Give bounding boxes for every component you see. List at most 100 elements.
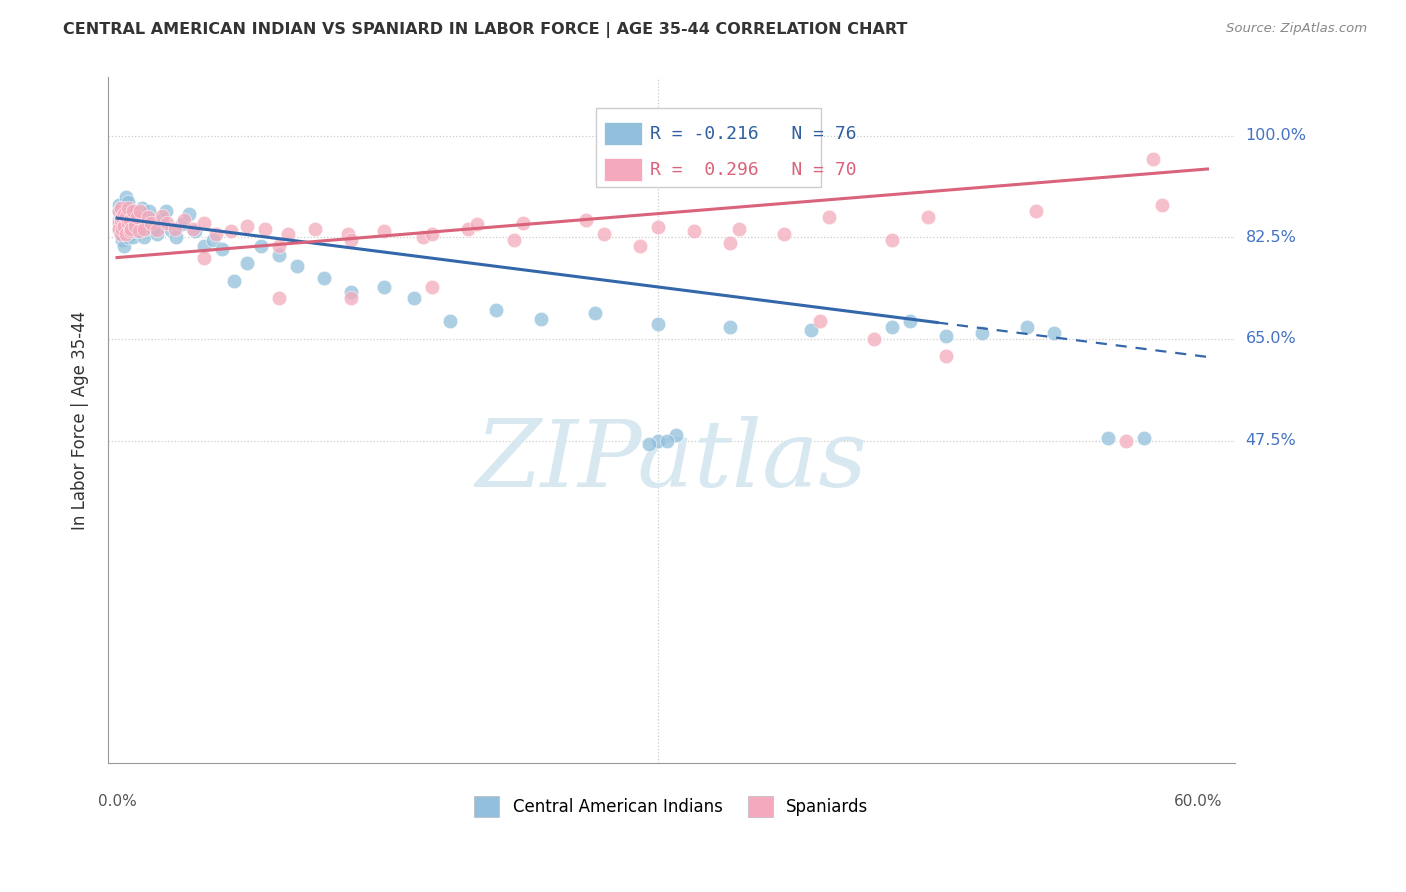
Point — [467, 217, 489, 231]
Point — [269, 248, 291, 262]
Point — [112, 221, 135, 235]
Point — [285, 260, 308, 274]
Point — [340, 285, 363, 300]
Point — [117, 216, 139, 230]
Point — [898, 314, 921, 328]
Point — [972, 326, 994, 340]
Point — [422, 279, 444, 293]
Point — [718, 235, 741, 250]
Point — [935, 329, 957, 343]
Point — [111, 219, 134, 233]
Point — [682, 224, 704, 238]
Text: 65.0%: 65.0% — [1246, 332, 1296, 346]
Point — [120, 221, 142, 235]
Point — [110, 201, 132, 215]
Point — [125, 224, 148, 238]
Point — [1152, 198, 1174, 212]
Point — [115, 189, 138, 203]
Point — [863, 332, 886, 346]
Point — [269, 291, 291, 305]
Point — [253, 221, 276, 235]
Point — [107, 204, 129, 219]
Point — [236, 256, 259, 270]
Point — [1017, 320, 1039, 334]
Point — [128, 210, 150, 224]
Point — [107, 198, 129, 212]
Point — [193, 251, 215, 265]
Point — [219, 224, 242, 238]
Point — [111, 207, 134, 221]
Point — [118, 212, 141, 227]
Point — [155, 204, 177, 219]
Point — [655, 434, 678, 448]
Point — [122, 230, 145, 244]
Point — [125, 210, 148, 224]
Point — [1133, 431, 1156, 445]
FancyBboxPatch shape — [603, 122, 643, 145]
Point — [115, 224, 138, 238]
Point — [529, 311, 551, 326]
Point — [917, 210, 939, 224]
Point — [122, 210, 145, 224]
FancyBboxPatch shape — [603, 158, 643, 181]
Point — [880, 320, 903, 334]
Point — [236, 219, 259, 233]
Point — [412, 230, 434, 244]
Point — [118, 224, 141, 238]
Point — [145, 222, 167, 236]
Point — [583, 306, 606, 320]
Point — [129, 204, 152, 219]
Point — [512, 216, 534, 230]
Point — [124, 221, 146, 235]
Point — [115, 227, 138, 242]
Point — [340, 291, 363, 305]
Point — [647, 434, 669, 448]
Point — [110, 227, 132, 242]
Point — [336, 227, 359, 242]
Point — [120, 204, 142, 219]
FancyBboxPatch shape — [596, 108, 821, 187]
Point — [117, 195, 139, 210]
Point — [132, 221, 155, 235]
Point — [110, 210, 132, 224]
Point — [484, 302, 506, 317]
Text: Source: ZipAtlas.com: Source: ZipAtlas.com — [1226, 22, 1367, 36]
Point — [173, 212, 195, 227]
Point — [665, 427, 688, 442]
Point — [111, 210, 134, 224]
Text: CENTRAL AMERICAN INDIAN VS SPANIARD IN LABOR FORCE | AGE 35-44 CORRELATION CHART: CENTRAL AMERICAN INDIAN VS SPANIARD IN L… — [63, 22, 908, 38]
Point — [110, 227, 132, 242]
Point — [575, 212, 598, 227]
Point — [1142, 152, 1164, 166]
Point — [117, 201, 139, 215]
Point — [502, 233, 524, 247]
Point — [112, 207, 135, 221]
Point — [117, 216, 139, 230]
Point — [592, 227, 614, 242]
Legend: Central American Indians, Spaniards: Central American Indians, Spaniards — [468, 789, 875, 823]
Point — [304, 221, 326, 235]
Point — [145, 227, 167, 242]
Point — [269, 239, 291, 253]
Point — [107, 204, 129, 219]
Point — [647, 318, 669, 332]
Point — [628, 239, 651, 253]
Point — [110, 216, 132, 230]
Point — [150, 212, 173, 227]
Point — [211, 242, 233, 256]
Point — [117, 230, 139, 244]
Point — [136, 210, 159, 224]
Point — [1115, 434, 1137, 448]
Point — [122, 204, 145, 219]
Point — [135, 212, 157, 227]
Text: 0.0%: 0.0% — [97, 794, 136, 809]
Point — [118, 212, 141, 227]
Point — [457, 221, 479, 235]
Point — [110, 201, 132, 215]
Point — [129, 219, 152, 233]
Text: ZIPatlas: ZIPatlas — [475, 417, 868, 507]
Point — [880, 233, 903, 247]
Point — [150, 209, 173, 223]
Point — [647, 220, 669, 235]
Point — [1097, 431, 1119, 445]
